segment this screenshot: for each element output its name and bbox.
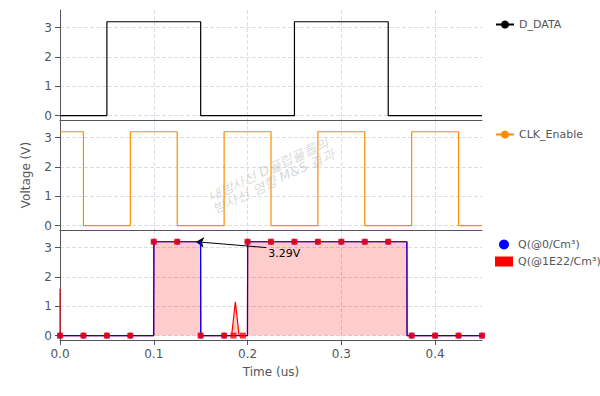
svg-text:Time (us): Time (us) [242, 365, 299, 379]
svg-text:0: 0 [44, 329, 52, 343]
svg-text:0.1: 0.1 [144, 347, 163, 361]
svg-text:2: 2 [44, 160, 52, 174]
svg-text:CLK_Enable: CLK_Enable [519, 128, 583, 141]
svg-text:3: 3 [44, 241, 52, 255]
svg-text:0.2: 0.2 [238, 347, 257, 361]
svg-text:Q(@0/Cm³): Q(@0/Cm³) [518, 238, 580, 251]
svg-text:1: 1 [44, 79, 52, 93]
svg-text:방사선 영향 M&S 결과: 방사선 영향 M&S 결과 [210, 146, 338, 216]
svg-text:3.29V: 3.29V [268, 247, 300, 260]
svg-text:0: 0 [44, 219, 52, 233]
svg-text:3: 3 [44, 21, 52, 35]
svg-text:1: 1 [44, 189, 52, 203]
svg-text:Q(@1E22/Cm³): Q(@1E22/Cm³) [518, 255, 600, 268]
svg-text:Voltage (V): Voltage (V) [19, 142, 33, 208]
svg-text:0.0: 0.0 [50, 347, 69, 361]
svg-text:2: 2 [44, 270, 52, 284]
svg-text:0: 0 [44, 109, 52, 123]
svg-text:0.3: 0.3 [332, 347, 351, 361]
svg-text:1: 1 [44, 299, 52, 313]
svg-text:2: 2 [44, 50, 52, 64]
svg-text:내방사선 D플립플롭의: 내방사선 D플립플롭의 [205, 134, 331, 204]
svg-text:3: 3 [44, 131, 52, 145]
svg-text:D_DATA: D_DATA [519, 18, 562, 31]
svg-text:0.4: 0.4 [426, 347, 445, 361]
